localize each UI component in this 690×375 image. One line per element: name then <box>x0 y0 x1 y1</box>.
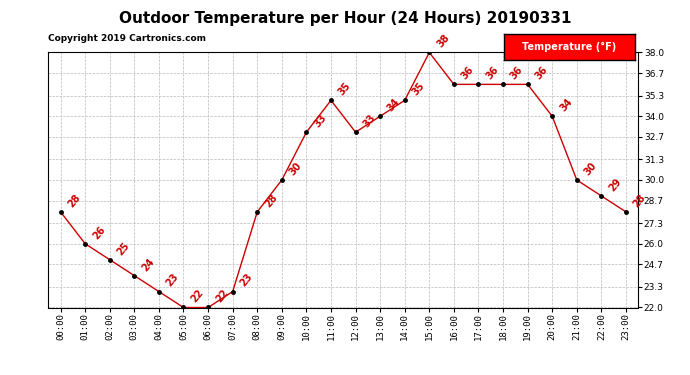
Text: 24: 24 <box>140 256 156 273</box>
Text: 23: 23 <box>164 272 181 289</box>
Text: 26: 26 <box>90 224 107 241</box>
Text: 36: 36 <box>460 65 476 82</box>
Text: 22: 22 <box>214 288 230 305</box>
Text: 23: 23 <box>238 272 255 289</box>
Text: 34: 34 <box>386 97 402 114</box>
Text: 33: 33 <box>312 112 328 129</box>
Text: 29: 29 <box>607 176 623 193</box>
Text: Outdoor Temperature per Hour (24 Hours) 20190331: Outdoor Temperature per Hour (24 Hours) … <box>119 11 571 26</box>
Text: 28: 28 <box>631 192 648 209</box>
Text: Copyright 2019 Cartronics.com: Copyright 2019 Cartronics.com <box>48 34 206 43</box>
Text: 28: 28 <box>263 192 279 209</box>
Text: 33: 33 <box>361 112 377 129</box>
Text: 28: 28 <box>66 192 83 209</box>
Text: 30: 30 <box>287 160 304 177</box>
Text: 35: 35 <box>337 81 353 98</box>
Text: 36: 36 <box>509 65 525 82</box>
Text: 22: 22 <box>189 288 206 305</box>
Text: 34: 34 <box>558 97 574 114</box>
Text: 25: 25 <box>115 240 132 257</box>
Text: 35: 35 <box>411 81 426 98</box>
Text: Temperature (°F): Temperature (°F) <box>522 42 616 52</box>
Text: 36: 36 <box>484 65 500 82</box>
Text: 36: 36 <box>533 65 549 82</box>
Text: 30: 30 <box>582 160 599 177</box>
Text: 38: 38 <box>435 33 451 50</box>
